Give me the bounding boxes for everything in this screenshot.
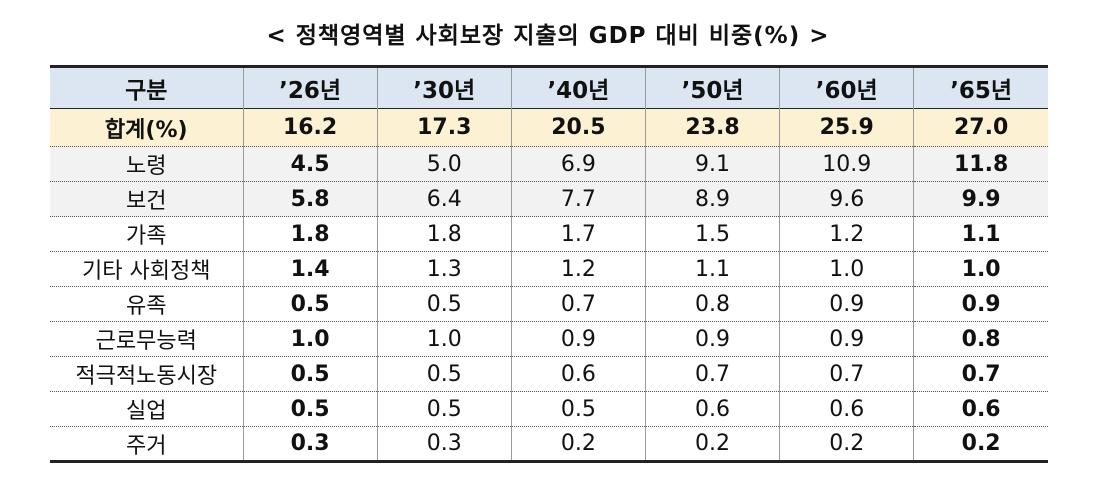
value-cell: 1.5: [644, 216, 781, 252]
value-cell: 1.2: [779, 216, 915, 252]
value-cell: 20.5: [510, 108, 646, 147]
value-cell: 16.2: [242, 108, 378, 147]
value-cell: 6.9: [510, 146, 646, 182]
value-cell: 0.7: [913, 356, 1048, 392]
table-header: 구분 ’26년 ’30년 ’40년 ’50년 ’60년 ’65년: [50, 66, 1048, 109]
table-row: 노령 4.5 5.0 6.9 9.1 10.9 11.8: [50, 146, 1048, 182]
value-cell: 1.7: [510, 216, 646, 252]
value-cell: 1.0: [242, 321, 378, 357]
row-label: 근로무능력: [50, 321, 244, 357]
value-cell: 11.8: [913, 146, 1048, 182]
table-row: 합계(%) 16.2 17.3 20.5 23.8 25.9 27.0: [50, 108, 1048, 147]
table-row: 주거 0.3 0.3 0.2 0.2 0.2 0.2: [50, 426, 1048, 462]
value-cell: 0.2: [644, 426, 781, 462]
value-cell: 1.0: [913, 251, 1048, 287]
value-cell: 1.1: [644, 251, 781, 287]
value-cell: 0.5: [242, 286, 378, 322]
value-cell: 25.9: [779, 108, 915, 147]
value-cell: 1.4: [242, 251, 378, 287]
value-cell: 0.6: [644, 391, 781, 427]
value-cell: 23.8: [644, 108, 781, 147]
value-cell: 1.0: [779, 251, 915, 287]
value-cell: 0.2: [779, 426, 915, 462]
value-cell: 0.3: [376, 426, 512, 462]
value-cell: 0.5: [510, 391, 646, 427]
table-row: 기타 사회정책 1.4 1.3 1.2 1.1 1.0 1.0: [50, 251, 1048, 287]
value-cell: 0.2: [510, 426, 646, 462]
table-row: 적극적노동시장 0.5 0.5 0.6 0.7 0.7 0.7: [50, 356, 1048, 392]
value-cell: 27.0: [913, 108, 1048, 147]
table-row: 가족 1.8 1.8 1.7 1.5 1.2 1.1: [50, 216, 1048, 252]
value-cell: 1.8: [242, 216, 378, 252]
value-cell: 0.5: [376, 286, 512, 322]
value-cell: 0.7: [779, 356, 915, 392]
value-cell: 1.1: [913, 216, 1048, 252]
table-title: < 정책영역별 사회보장 지출의 GDP 대비 비중(%) >: [266, 23, 830, 49]
value-cell: 0.2: [913, 426, 1048, 462]
header-cell: ’60년: [779, 66, 915, 109]
value-cell: 1.8: [376, 216, 512, 252]
value-cell: 0.9: [510, 321, 646, 357]
header-cell: ’30년: [376, 66, 512, 109]
table-row: 유족 0.5 0.5 0.7 0.8 0.9 0.9: [50, 286, 1048, 322]
value-cell: 9.9: [913, 181, 1048, 217]
header-cell: ’40년: [510, 66, 646, 109]
value-cell: 0.8: [644, 286, 781, 322]
header-cell: ’65년: [913, 66, 1048, 109]
value-cell: 0.5: [242, 391, 378, 427]
value-cell: 0.9: [779, 286, 915, 322]
value-cell: 6.4: [376, 181, 512, 217]
value-cell: 9.1: [644, 146, 781, 182]
value-cell: 8.9: [644, 181, 781, 217]
row-label: 합계(%): [50, 108, 244, 147]
value-cell: 0.3: [242, 426, 378, 462]
value-cell: 17.3: [376, 108, 512, 147]
row-label: 주거: [50, 426, 244, 462]
value-cell: 5.8: [242, 181, 378, 217]
value-cell: 1.0: [376, 321, 512, 357]
row-label: 기타 사회정책: [50, 251, 244, 287]
value-cell: 0.7: [510, 286, 646, 322]
value-cell: 0.8: [913, 321, 1048, 357]
header-row: 구분 ’26년 ’30년 ’40년 ’50년 ’60년 ’65년: [50, 66, 1048, 109]
value-cell: 1.2: [510, 251, 646, 287]
value-cell: 0.6: [913, 391, 1048, 427]
value-cell: 9.6: [779, 181, 915, 217]
value-cell: 7.7: [510, 181, 646, 217]
value-cell: 0.5: [376, 356, 512, 392]
value-cell: 0.5: [376, 391, 512, 427]
value-cell: 0.6: [510, 356, 646, 392]
value-cell: 0.5: [242, 356, 378, 392]
value-cell: 0.7: [644, 356, 781, 392]
table-body: 합계(%) 16.2 17.3 20.5 23.8 25.9 27.0 노령 4.5 5.0 6.9…: [50, 108, 1048, 462]
value-cell: 0.9: [913, 286, 1048, 322]
value-cell: 5.0: [376, 146, 512, 182]
table-row: 근로무능력 1.0 1.0 0.9 0.9 0.9 0.8: [50, 321, 1048, 357]
table-row: 보건 5.8 6.4 7.7 8.9 9.6 9.9: [50, 181, 1048, 217]
row-label: 적극적노동시장: [50, 356, 244, 392]
value-cell: 10.9: [779, 146, 915, 182]
data-table: 구분 ’26년 ’30년 ’40년 ’50년 ’60년 ’65년 합계(%) 16.2 17.3…: [50, 65, 1048, 463]
header-cell: ’26년: [242, 66, 378, 109]
header-cell: ’50년: [644, 66, 781, 109]
row-label: 유족: [50, 286, 244, 322]
row-label: 실업: [50, 391, 244, 427]
row-label: 노령: [50, 146, 244, 182]
table-row: 실업 0.5 0.5 0.5 0.6 0.6 0.6: [50, 391, 1048, 427]
row-label: 가족: [50, 216, 244, 252]
value-cell: 4.5: [242, 146, 378, 182]
row-label: 보건: [50, 181, 244, 217]
value-cell: 0.6: [779, 391, 915, 427]
header-cell: 구분: [50, 66, 244, 109]
value-cell: 0.9: [779, 321, 915, 357]
value-cell: 0.9: [644, 321, 781, 357]
value-cell: 1.3: [376, 251, 512, 287]
